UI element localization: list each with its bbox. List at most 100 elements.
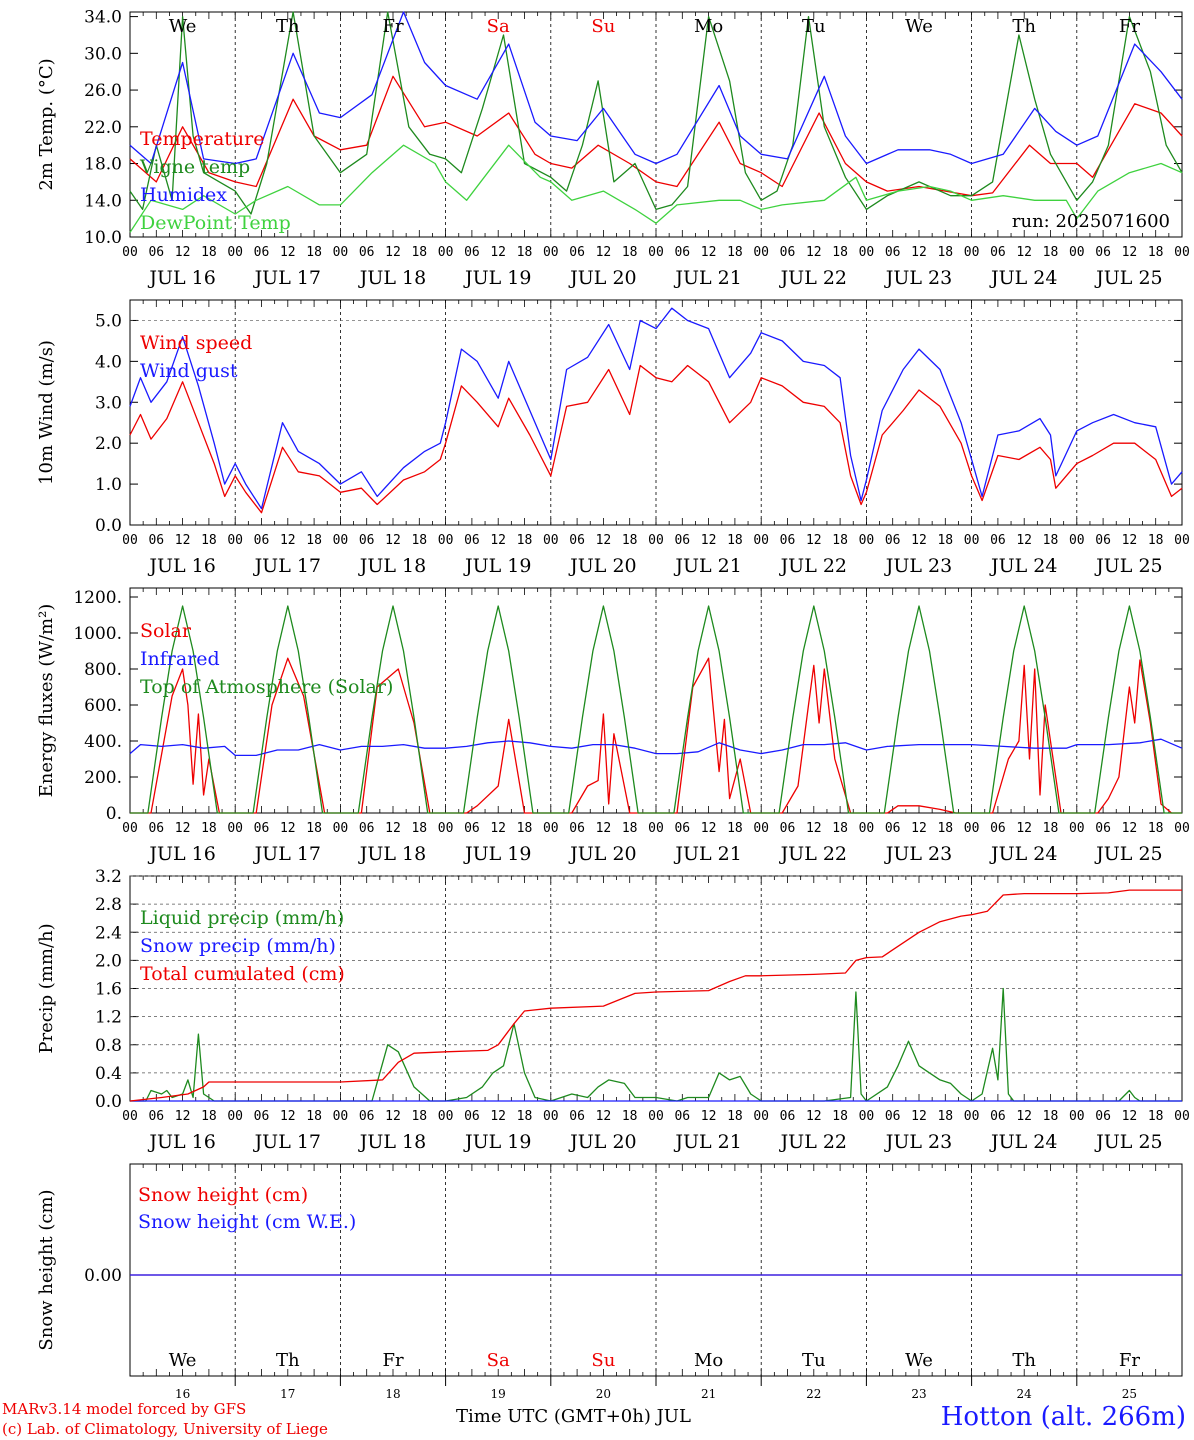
- date-label: JUL 25: [1094, 555, 1162, 577]
- date-label: JUL 23: [884, 843, 952, 865]
- y-tick-label: 2.0: [95, 951, 122, 971]
- lab-credit: (c) Lab. of Climatology, University of L…: [2, 1420, 328, 1438]
- hour-tick-label: 18: [832, 1109, 848, 1124]
- weekday-label: Th: [276, 16, 300, 37]
- hour-tick-label: 18: [1148, 1109, 1164, 1124]
- hour-tick-label: 06: [569, 533, 585, 548]
- hour-tick-label: 00: [1174, 1109, 1190, 1124]
- hour-tick-label: 12: [806, 533, 822, 548]
- hour-tick-label: 00: [543, 821, 559, 836]
- hour-tick-label: 12: [175, 821, 191, 836]
- weekday-label: Su: [591, 16, 615, 37]
- hour-tick-label: 06: [254, 533, 270, 548]
- legend-entry: Solar: [140, 620, 192, 642]
- hour-tick-label: 00: [753, 533, 769, 548]
- hour-tick-label: 00: [1069, 245, 1085, 260]
- hour-tick-label: 00: [227, 533, 243, 548]
- hour-tick-label: 06: [990, 1109, 1006, 1124]
- date-label: JUL 24: [989, 555, 1057, 577]
- hour-tick-label: 06: [674, 245, 690, 260]
- hour-tick-label: 18: [1043, 821, 1059, 836]
- hour-tick-label: 00: [333, 533, 349, 548]
- date-label: JUL 18: [358, 1131, 426, 1153]
- series-line-wind-speed: [129, 364, 1183, 514]
- day-number-label: 20: [596, 1387, 611, 1401]
- y-tick-label: 1.6: [95, 980, 122, 1000]
- hour-tick-label: 00: [1069, 1109, 1085, 1124]
- hour-tick-label: 18: [411, 245, 427, 260]
- hour-tick-label: 18: [306, 533, 322, 548]
- hour-tick-label: 00: [1069, 533, 1085, 548]
- legend-entry: Liquid precip (mm/h): [140, 907, 344, 929]
- hour-tick-label: 00: [753, 821, 769, 836]
- y-tick-label: 600.: [84, 696, 122, 716]
- date-label: JUL 16: [147, 1131, 215, 1153]
- date-label: JUL 21: [673, 555, 741, 577]
- hour-tick-label: 06: [780, 533, 796, 548]
- legend-entry: Wind gust: [140, 360, 238, 382]
- weekday-label: Fr: [1119, 16, 1140, 37]
- hour-tick-label: 12: [911, 1109, 927, 1124]
- y-tick-label: 0.0: [95, 1092, 122, 1112]
- hour-tick-label: 06: [1095, 1109, 1111, 1124]
- y-tick-label: 3.0: [95, 393, 122, 413]
- date-label: JUL 17: [253, 555, 321, 577]
- time-axis-title: Time UTC (GMT+0h) JUL: [456, 1406, 691, 1427]
- hour-tick-label: 12: [280, 821, 296, 836]
- date-label: JUL 24: [989, 843, 1057, 865]
- weekday-label: Mo: [694, 16, 723, 37]
- hour-tick-label: 12: [806, 1109, 822, 1124]
- hour-tick-label: 18: [201, 1109, 217, 1124]
- hour-tick-label: 00: [1174, 245, 1190, 260]
- hour-tick-label: 12: [175, 1109, 191, 1124]
- date-label: JUL 24: [989, 267, 1057, 289]
- hour-tick-label: 06: [148, 821, 164, 836]
- weekday-label: We: [905, 1350, 933, 1371]
- hour-tick-label: 06: [1095, 245, 1111, 260]
- hour-tick-label: 06: [885, 1109, 901, 1124]
- hour-tick-label: 00: [964, 1109, 980, 1124]
- hour-tick-label: 00: [1174, 533, 1190, 548]
- hour-tick-label: 06: [1095, 821, 1111, 836]
- day-number-label: 23: [911, 1387, 926, 1401]
- legend-entry: Vigne temp: [139, 156, 250, 178]
- hour-tick-label: 06: [569, 821, 585, 836]
- hour-tick-label: 06: [885, 245, 901, 260]
- hour-tick-label: 06: [148, 533, 164, 548]
- hour-tick-label: 18: [306, 1109, 322, 1124]
- y-tick-label: 2.8: [95, 895, 122, 915]
- hour-tick-label: 18: [411, 1109, 427, 1124]
- hour-tick-label: 12: [385, 533, 401, 548]
- hour-tick-label: 18: [517, 1109, 533, 1124]
- hour-tick-label: 12: [490, 821, 506, 836]
- hour-tick-label: 06: [359, 1109, 375, 1124]
- hour-tick-label: 12: [1016, 1109, 1032, 1124]
- series-line-total-cumulated-cm-: [129, 889, 1182, 1102]
- plot-frame-wind: [129, 299, 1183, 526]
- hour-tick-label: 12: [596, 821, 612, 836]
- day-number-label: 19: [491, 1387, 506, 1401]
- series-line-infrared: [129, 738, 1183, 757]
- hour-tick-label: 00: [122, 821, 138, 836]
- hour-tick-label: 06: [464, 1109, 480, 1124]
- plot-frame-energy: [129, 587, 1183, 814]
- date-label: JUL 22: [779, 1131, 847, 1153]
- day-number-label: 24: [1017, 1387, 1033, 1401]
- series-line-vigne-temp: [129, 11, 1183, 215]
- hour-tick-label: 18: [306, 245, 322, 260]
- date-label: JUL 22: [779, 555, 847, 577]
- weekday-label: We: [169, 16, 197, 37]
- hour-tick-label: 06: [990, 821, 1006, 836]
- hour-tick-label: 00: [122, 245, 138, 260]
- date-label: JUL 22: [779, 843, 847, 865]
- hour-tick-label: 06: [674, 821, 690, 836]
- day-number-label: 21: [701, 1387, 716, 1401]
- date-label: JUL 23: [884, 555, 952, 577]
- hour-tick-label: 18: [832, 533, 848, 548]
- y-tick-label: 800.: [84, 660, 122, 680]
- hour-tick-label: 06: [254, 1109, 270, 1124]
- hour-tick-label: 00: [438, 821, 454, 836]
- y-tick-label: 14.0: [84, 191, 122, 211]
- date-label: JUL 21: [673, 267, 741, 289]
- hour-tick-label: 06: [148, 245, 164, 260]
